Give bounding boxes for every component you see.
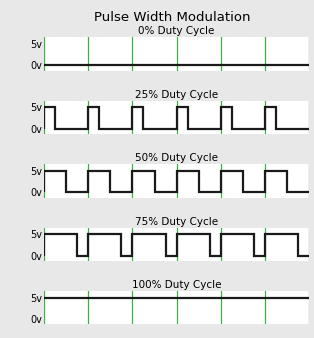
- Title: 0% Duty Cycle: 0% Duty Cycle: [138, 26, 215, 37]
- Title: 25% Duty Cycle: 25% Duty Cycle: [135, 90, 218, 100]
- Title: 100% Duty Cycle: 100% Duty Cycle: [132, 280, 221, 290]
- Title: 75% Duty Cycle: 75% Duty Cycle: [135, 217, 218, 227]
- Text: Pulse Width Modulation: Pulse Width Modulation: [95, 11, 251, 24]
- Title: 50% Duty Cycle: 50% Duty Cycle: [135, 153, 218, 163]
